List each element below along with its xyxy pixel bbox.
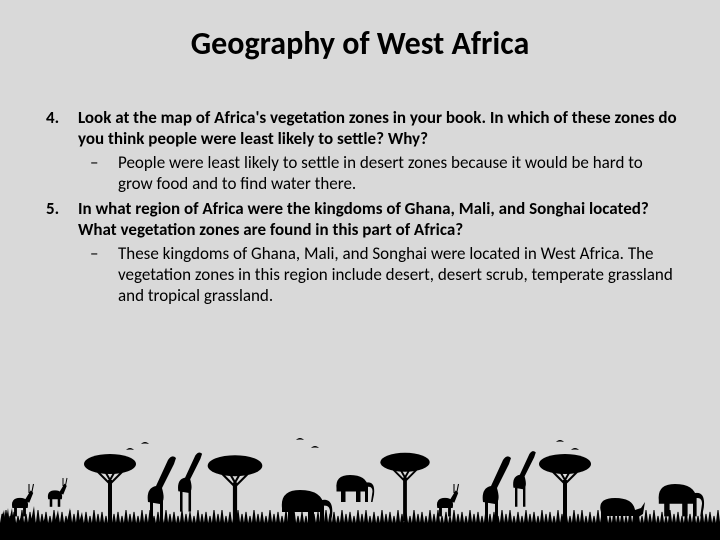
dash-bullet: –	[78, 243, 118, 307]
answer-list: – People were least likely to settle in …	[78, 152, 680, 195]
content-area: 4. Look at the map of Africa's vegetatio…	[0, 73, 720, 308]
item-number: 5.	[46, 198, 78, 308]
slide: Geography of West Africa 4. Look at the …	[0, 0, 720, 540]
answer-list: – These kingdoms of Ghana, Mali, and Son…	[78, 243, 680, 307]
item-number: 4.	[46, 107, 78, 196]
dash-bullet: –	[78, 152, 118, 195]
question-text: In what region of Africa were the kingdo…	[78, 198, 680, 241]
answer-text: People were least likely to settle in de…	[118, 152, 680, 195]
question-list: 4. Look at the map of Africa's vegetatio…	[46, 107, 680, 308]
question-text: Look at the map of Africa's vegetation z…	[78, 107, 680, 150]
item-body: In what region of Africa were the kingdo…	[78, 198, 680, 308]
answer-text: These kingdoms of Ghana, Mali, and Songh…	[118, 243, 680, 307]
item-body: Look at the map of Africa's vegetation z…	[78, 107, 680, 196]
savanna-silhouette-icon	[0, 430, 720, 540]
list-item: 4. Look at the map of Africa's vegetatio…	[46, 107, 680, 196]
page-title: Geography of West Africa	[0, 0, 720, 73]
list-item: 5. In what region of Africa were the kin…	[46, 198, 680, 308]
answer-item: – These kingdoms of Ghana, Mali, and Son…	[78, 243, 680, 307]
answer-item: – People were least likely to settle in …	[78, 152, 680, 195]
